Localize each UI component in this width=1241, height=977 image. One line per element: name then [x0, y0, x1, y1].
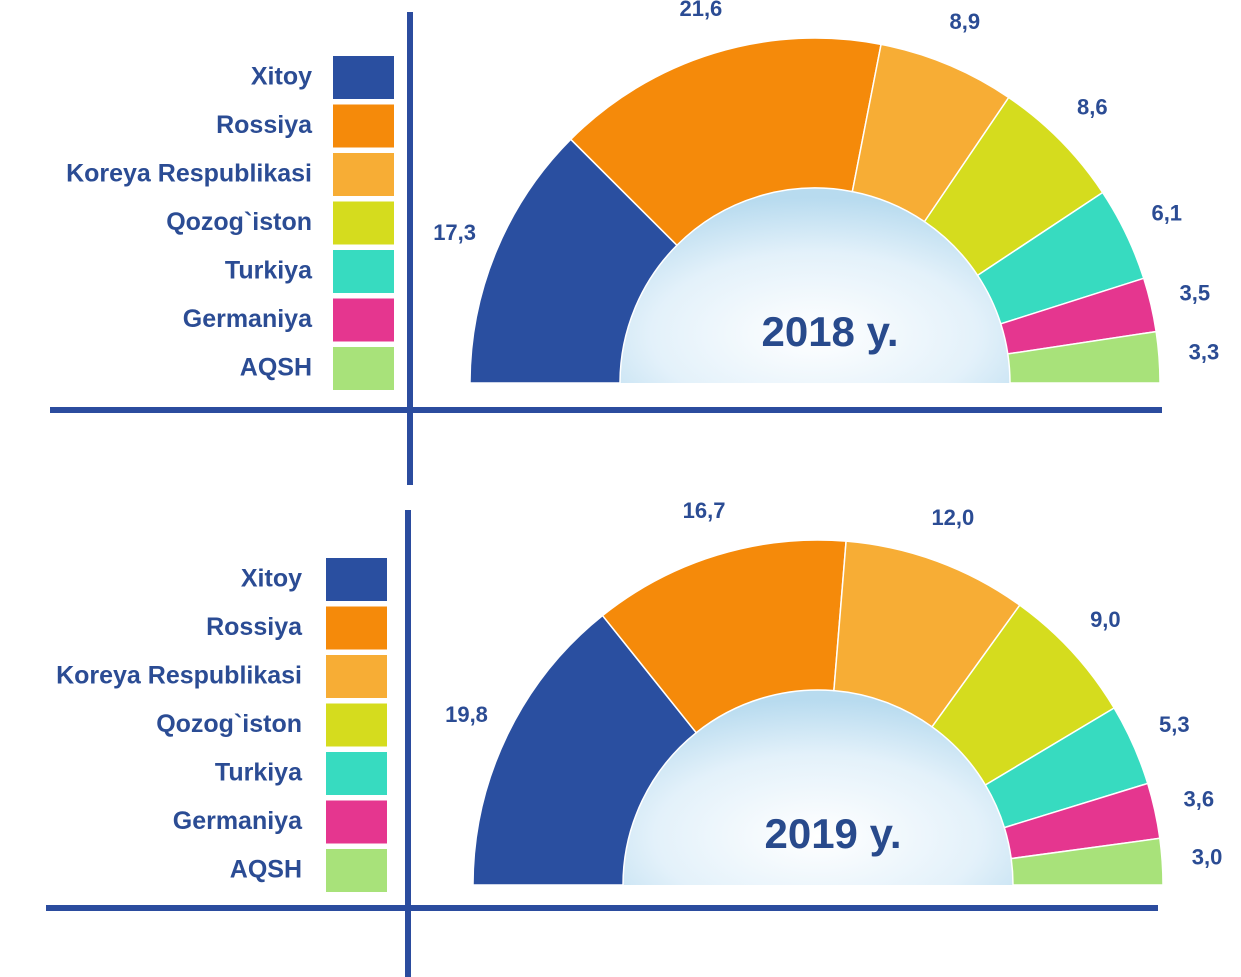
- segment: [569, 37, 882, 247]
- legend-label: Rossiya: [206, 613, 303, 641]
- legend-swatch: [333, 56, 394, 99]
- legend-label: Turkiya: [215, 759, 303, 787]
- value-label: 6,1: [1151, 200, 1182, 225]
- segment: [1010, 837, 1164, 886]
- legend-label: Koreya Respublikasi: [56, 662, 302, 690]
- legend-swatch: [333, 250, 394, 293]
- legend-swatch: [333, 347, 394, 390]
- legend-label: Koreya Respublikasi: [66, 160, 312, 188]
- legend-swatch: [333, 298, 394, 342]
- legend-swatch: [333, 153, 394, 196]
- value-label: 8,9: [950, 9, 981, 34]
- legend-label: Qozog`iston: [156, 710, 302, 738]
- legend-label: Qozog`iston: [166, 208, 312, 236]
- value-label: 9,0: [1090, 607, 1121, 632]
- legend-label: AQSH: [240, 354, 312, 382]
- value-label: 16,7: [683, 498, 726, 523]
- legend-swatch: [333, 104, 394, 148]
- chart-title: 2019 y.: [764, 810, 901, 857]
- legend-label: Turkiya: [225, 257, 313, 285]
- value-label: 17,3: [433, 220, 476, 245]
- value-label: 19,8: [445, 702, 488, 727]
- value-label: 8,6: [1077, 95, 1108, 120]
- frame-lines: [46, 12, 1162, 977]
- legend-swatch: [326, 849, 387, 892]
- legend-swatch: [333, 201, 394, 245]
- legend-label: Xitoy: [251, 63, 312, 91]
- chart-title: 2018 y.: [761, 308, 898, 355]
- globe: [620, 188, 1010, 383]
- legend-label: Rossiya: [216, 111, 313, 139]
- legend-label: Germaniya: [183, 305, 313, 333]
- value-label: 3,6: [1184, 787, 1215, 812]
- legend-swatch: [326, 752, 387, 795]
- legend-swatch: [326, 558, 387, 601]
- value-label: 3,3: [1189, 340, 1220, 365]
- legend-label: Xitoy: [241, 565, 302, 593]
- value-label: 12,0: [931, 505, 974, 530]
- globe: [623, 690, 1013, 885]
- legend-swatch: [326, 606, 387, 650]
- legend-swatch: [326, 800, 387, 844]
- legend-label: Germaniya: [173, 807, 303, 835]
- legend-swatch: [326, 703, 387, 747]
- legend-swatch: [326, 655, 387, 698]
- value-label: 3,5: [1180, 280, 1211, 305]
- segment: [1006, 330, 1161, 384]
- value-label: 21,6: [679, 0, 722, 21]
- value-label: 5,3: [1159, 712, 1190, 737]
- legend-label: AQSH: [230, 856, 302, 884]
- value-label: 3,0: [1192, 844, 1223, 869]
